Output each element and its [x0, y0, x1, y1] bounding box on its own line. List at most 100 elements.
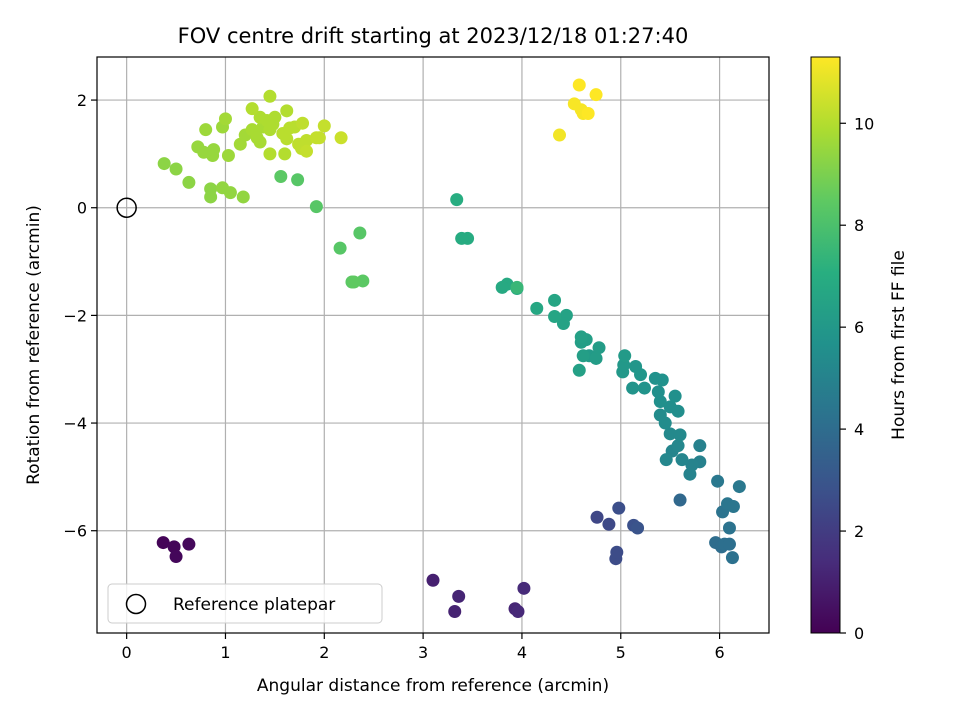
data-point — [671, 404, 685, 418]
data-point — [556, 316, 570, 330]
y-tick-label: −2 — [63, 306, 87, 325]
data-point — [452, 589, 466, 603]
data-point — [602, 517, 616, 531]
data-point — [572, 363, 586, 377]
x-tick-label: 0 — [122, 643, 132, 662]
data-point — [296, 116, 310, 130]
y-axis-ticks: −6 −4 −2 0 2 — [63, 91, 97, 541]
data-point — [221, 149, 235, 163]
data-point — [510, 280, 524, 294]
data-point — [245, 102, 259, 116]
data-point — [280, 132, 294, 146]
data-point — [651, 385, 665, 399]
colorbar-tick-label: 4 — [854, 420, 864, 439]
data-point — [347, 275, 361, 289]
data-point — [548, 309, 562, 323]
data-point — [673, 493, 687, 507]
data-point — [455, 231, 469, 245]
data-point — [263, 89, 277, 103]
data-point — [199, 123, 213, 137]
data-point — [589, 88, 603, 102]
x-tick-label: 1 — [220, 643, 230, 662]
x-tick-label: 6 — [714, 643, 724, 662]
data-point — [722, 537, 736, 551]
data-point — [592, 341, 606, 355]
data-point — [169, 162, 183, 176]
colorbar-tick-label: 2 — [854, 522, 864, 541]
data-point — [268, 110, 282, 124]
data-point — [300, 144, 314, 158]
data-point — [590, 510, 604, 524]
data-point — [610, 545, 624, 559]
y-tick-label: 0 — [77, 199, 87, 218]
y-tick-label: 2 — [77, 91, 87, 110]
data-point — [637, 381, 651, 395]
data-point — [280, 104, 294, 118]
data-point — [663, 427, 677, 441]
data-point — [726, 499, 740, 513]
data-point — [725, 551, 739, 565]
data-point — [631, 521, 645, 535]
legend-box — [107, 583, 383, 624]
data-point — [629, 360, 643, 374]
colorbar-ticks: 0 2 4 6 8 10 — [840, 114, 874, 643]
data-points — [156, 78, 746, 618]
data-point — [450, 193, 464, 207]
colorbar-tick-label: 10 — [854, 114, 874, 133]
data-point — [693, 439, 707, 453]
data-point — [612, 501, 626, 515]
data-point — [278, 147, 292, 161]
x-tick-label: 5 — [616, 643, 626, 662]
data-point — [685, 458, 699, 472]
data-point — [334, 131, 348, 145]
data-point — [157, 157, 171, 171]
data-point — [448, 604, 462, 618]
data-point — [300, 133, 314, 147]
data-point — [626, 381, 640, 395]
legend: Reference platepar — [107, 583, 383, 624]
data-point — [711, 474, 725, 488]
y-axis-label: Rotation from reference (arcmin) — [24, 205, 44, 485]
x-tick-label: 2 — [319, 643, 329, 662]
colorbar-gradient — [810, 56, 841, 634]
data-point — [253, 135, 267, 149]
data-point — [156, 536, 170, 550]
reference-marker — [116, 197, 137, 218]
data-point — [182, 175, 196, 189]
data-point — [263, 147, 277, 161]
colorbar-label: Hours from first FF file — [889, 250, 909, 440]
x-axis-ticks: 0 1 2 3 4 5 6 — [122, 633, 725, 662]
colorbar-tick-label: 6 — [854, 318, 864, 337]
data-point — [659, 453, 673, 467]
data-point — [653, 408, 667, 422]
data-point — [653, 395, 667, 409]
grid-lines — [97, 57, 769, 633]
data-point — [236, 190, 250, 204]
data-point — [511, 604, 525, 618]
data-point — [517, 581, 531, 595]
x-tick-label: 4 — [517, 643, 527, 662]
data-point — [312, 131, 326, 145]
data-point — [673, 428, 687, 442]
data-point — [169, 550, 183, 564]
data-point — [274, 170, 288, 184]
data-point — [207, 143, 221, 157]
data-point — [618, 349, 632, 363]
data-point — [675, 453, 689, 467]
data-point — [167, 540, 181, 554]
y-tick-label: −6 — [63, 522, 87, 541]
y-tick-label: −4 — [63, 414, 87, 433]
data-point — [671, 439, 685, 453]
x-tick-label: 3 — [418, 643, 428, 662]
data-point — [291, 173, 305, 187]
legend-label: Reference platepar — [173, 595, 335, 615]
data-point — [574, 330, 588, 344]
plot-frame — [96, 56, 770, 634]
colorbar: 0 2 4 6 8 10 Hours from first FF file — [810, 56, 909, 643]
data-point — [495, 280, 509, 294]
legend-marker-icon — [125, 593, 147, 615]
data-point — [223, 186, 237, 200]
data-point — [317, 119, 331, 133]
data-point — [648, 371, 662, 385]
